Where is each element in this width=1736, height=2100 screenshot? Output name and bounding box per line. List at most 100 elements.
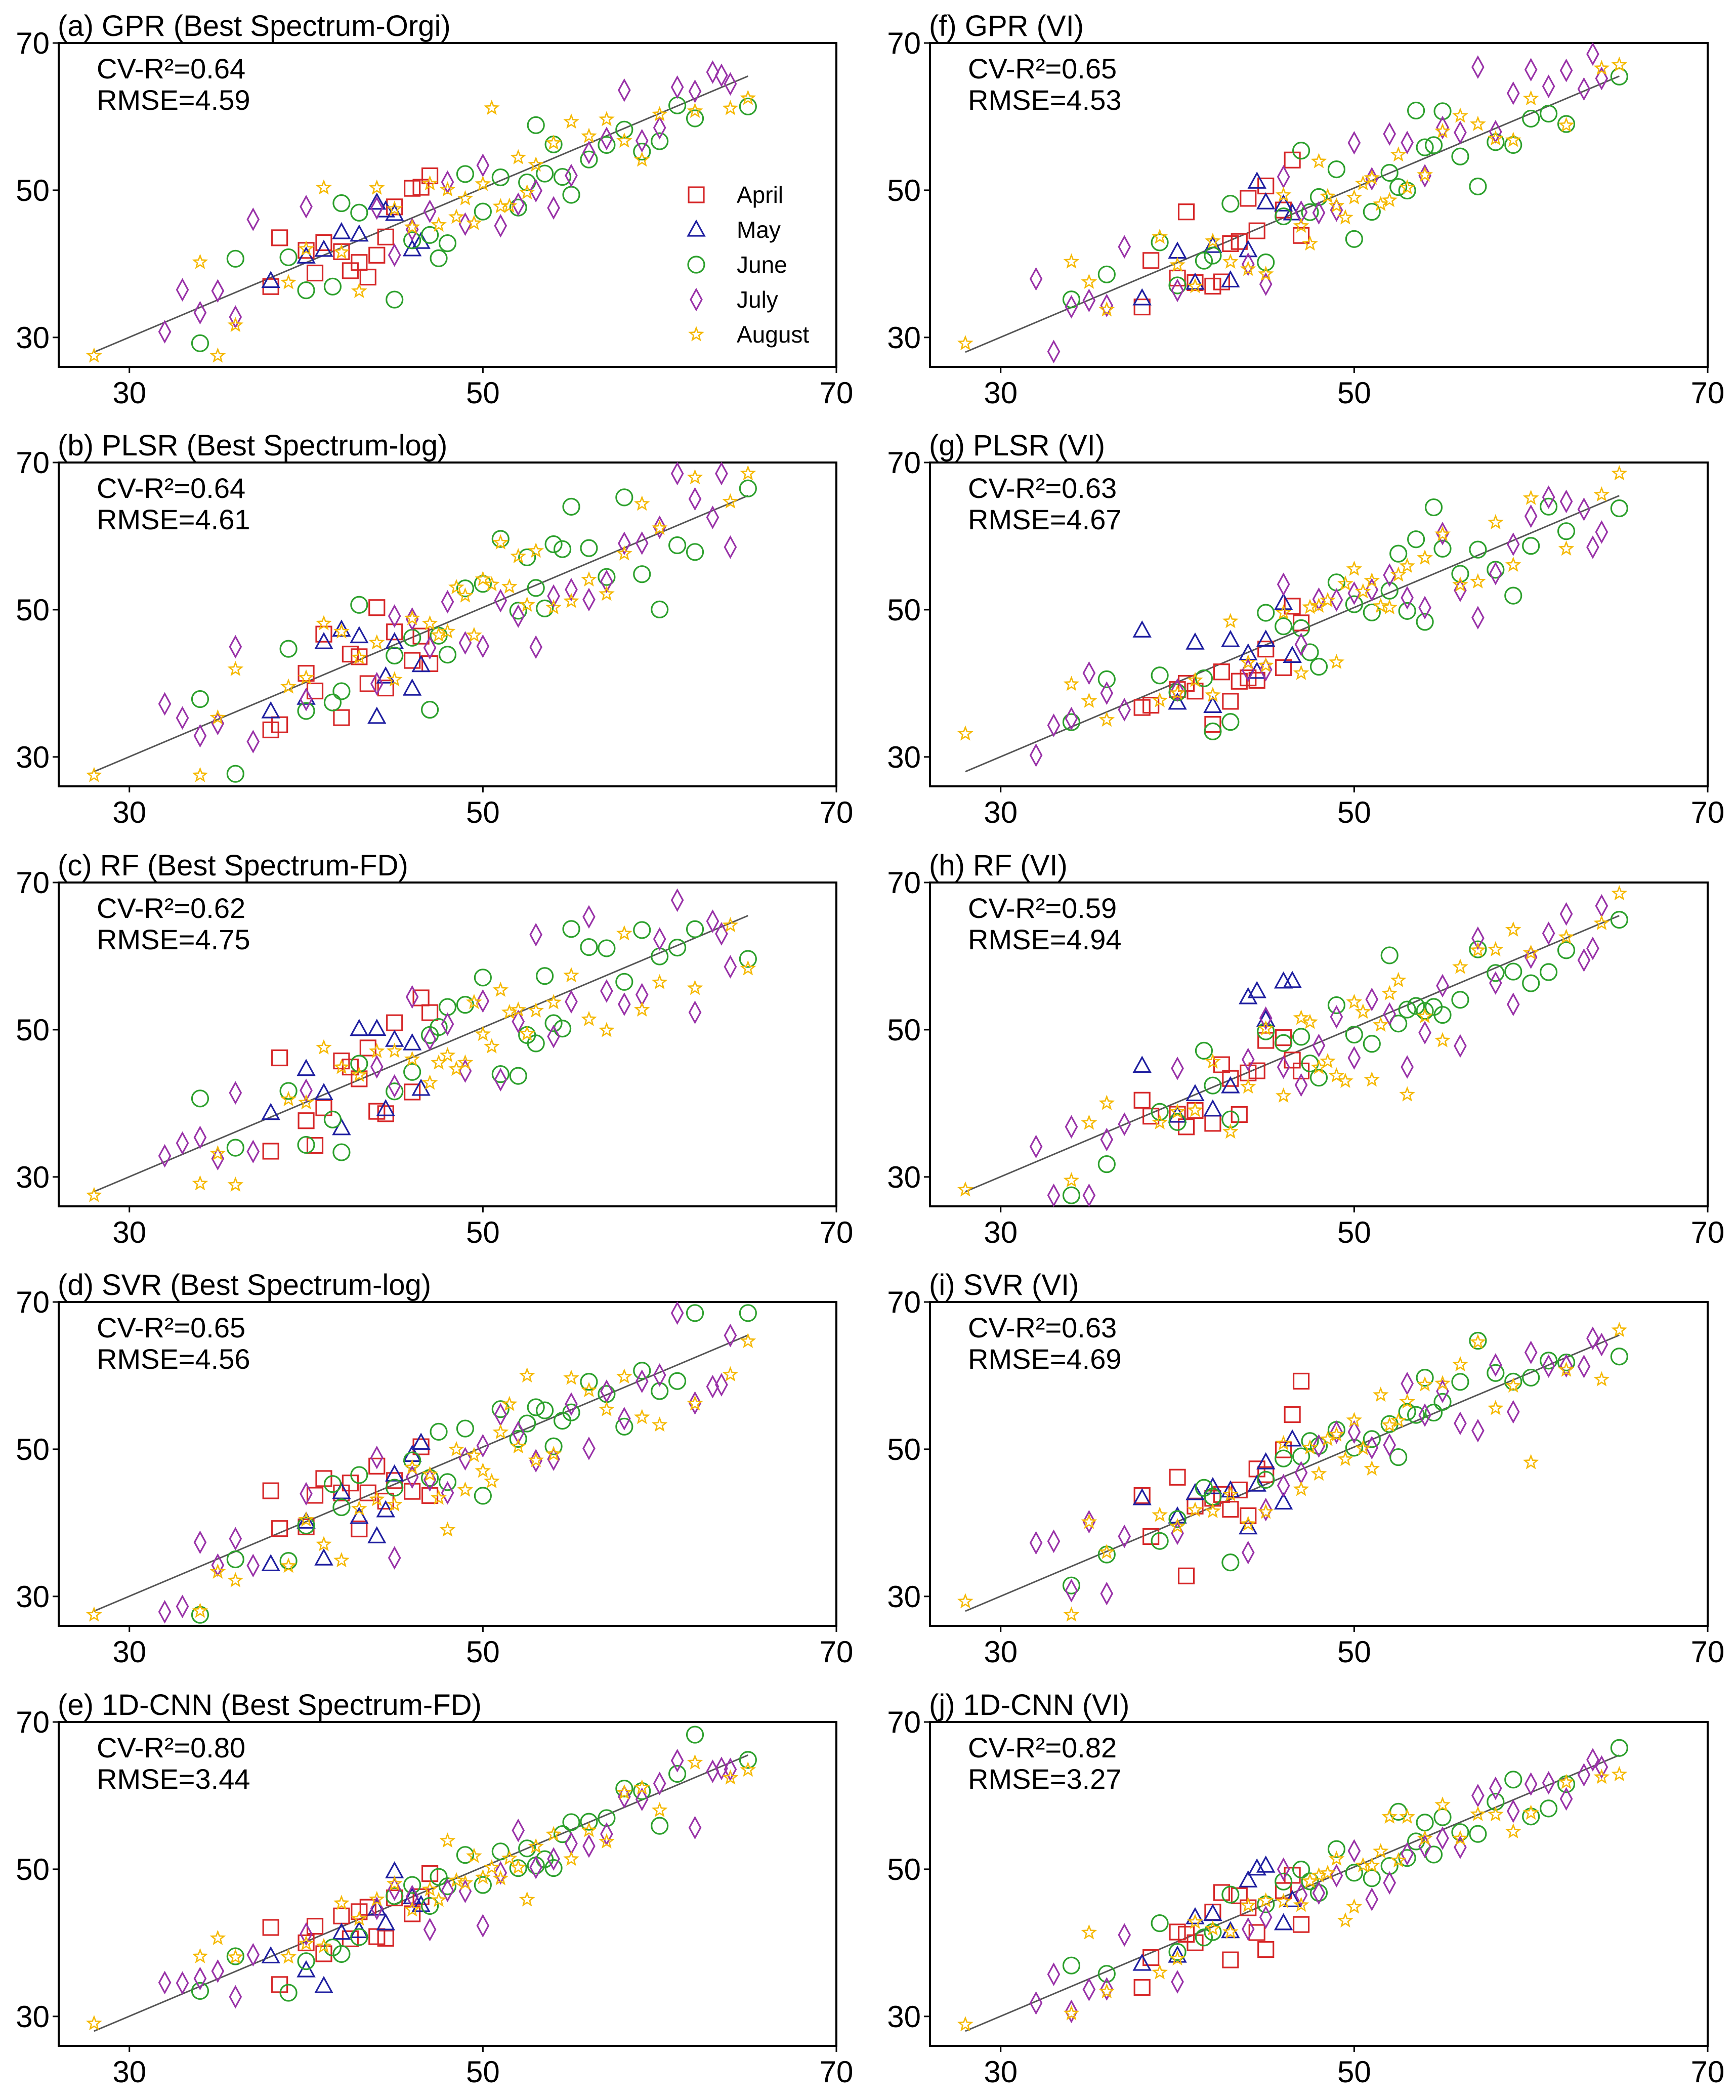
data-point-april [1187, 1497, 1204, 1515]
data-point-may [297, 687, 316, 705]
data-point-july [1401, 1842, 1414, 1866]
rmse-label: RMSE=4.67 [968, 503, 1122, 535]
data-point-august [404, 219, 420, 234]
data-point-july [512, 1818, 525, 1842]
cv-r2-label: CV-R²=0.65 [97, 1312, 245, 1343]
data-point-july [1277, 572, 1290, 597]
data-point-may [411, 1895, 431, 1912]
data-point-june [651, 600, 669, 618]
data-point-june [1062, 290, 1081, 309]
data-point-april [262, 721, 279, 739]
data-point-august [1611, 56, 1628, 72]
data-point-july [1577, 1355, 1591, 1378]
data-point-august [528, 156, 544, 172]
data-point-june [739, 479, 757, 497]
data-point-august [651, 1416, 668, 1432]
data-point-august [1328, 654, 1345, 669]
data-point-april [1213, 273, 1230, 290]
data-point-august [280, 1948, 297, 1964]
data-point-june [1380, 163, 1399, 182]
data-point-july [193, 724, 207, 748]
data-point-july [176, 1131, 189, 1155]
data-point-may [314, 239, 333, 257]
rmse-label: RMSE=3.27 [968, 1763, 1122, 1795]
data-point-july [582, 1834, 596, 1858]
scatter-panel-3: (c) RF (Best Spectrum-FD) 30 50 70 30 50 70 CV-… [16, 849, 853, 1249]
data-point-june [1097, 670, 1116, 689]
data-point-may [376, 1913, 395, 1930]
data-point-august [439, 623, 456, 639]
y-tick-label: 30 [887, 1160, 921, 1194]
data-point-july [193, 301, 207, 325]
data-point-july [529, 179, 542, 203]
data-point-august [1098, 301, 1115, 317]
data-point-august [404, 1459, 420, 1475]
data-point-june [651, 132, 669, 150]
data-point-august [457, 1874, 474, 1890]
data-point-june [1345, 595, 1363, 613]
data-point-may [1283, 646, 1302, 663]
data-point-august [1063, 1606, 1080, 1622]
data-point-april [1257, 1466, 1275, 1483]
data-point-june [1522, 1368, 1540, 1387]
data-point-june [553, 540, 572, 558]
data-point-april [1142, 1108, 1160, 1125]
data-point-june [474, 969, 492, 987]
data-point-june [562, 497, 580, 516]
data-point-april [1133, 699, 1151, 716]
y-tick-label: 50 [16, 174, 50, 207]
scatter-panel-7: (g) PLSR (VI) 30 50 70 30 50 70 CV-R²=0.63RMSE=… [887, 429, 1724, 829]
data-point-august [1470, 1333, 1486, 1349]
data-point-august [1081, 1114, 1097, 1130]
data-point-july [1065, 295, 1078, 319]
data-point-july [1559, 1354, 1573, 1378]
rmse-label: RMSE=4.61 [97, 503, 250, 535]
panel-title: (h) RF (VI) [929, 849, 1068, 882]
data-point-june [615, 973, 633, 991]
data-point-july [715, 922, 728, 946]
data-point-august [333, 1895, 350, 1910]
data-point-august [483, 99, 500, 115]
data-point-august [1328, 1426, 1345, 1442]
data-point-august [1205, 687, 1221, 702]
plot-frame [929, 881, 1709, 1207]
data-point-july [1365, 987, 1379, 1012]
data-point-august [1611, 885, 1628, 901]
data-point-august [722, 100, 739, 115]
data-point-august [1302, 235, 1318, 251]
data-point-april [1177, 203, 1195, 221]
data-point-august [280, 1557, 297, 1573]
data-point-june [386, 290, 404, 309]
data-point-april [315, 1470, 332, 1487]
data-point-august [616, 132, 632, 148]
data-point-august [1081, 1924, 1097, 1940]
data-point-june [1301, 203, 1319, 221]
data-point-june [323, 1110, 342, 1128]
data-point-august [1240, 654, 1256, 669]
data-point-july [1586, 936, 1599, 960]
data-point-august [298, 240, 314, 256]
data-point-may [1239, 1870, 1258, 1887]
data-point-july [547, 1024, 560, 1048]
data-point-june [1557, 522, 1576, 540]
x-tick-label: 30 [984, 795, 1018, 829]
data-point-june [1301, 643, 1319, 661]
data-point-august [209, 1563, 226, 1579]
data-point-august [386, 1496, 403, 1511]
data-point-june [1433, 1393, 1452, 1411]
data-point-august [1611, 465, 1628, 481]
data-point-july [458, 631, 472, 655]
data-point-april [1284, 1406, 1301, 1423]
data-point-june [1469, 177, 1487, 196]
data-point-august [957, 1593, 973, 1609]
data-point-august [280, 274, 297, 289]
data-point-july [1524, 58, 1538, 82]
data-point-august [1152, 1506, 1168, 1522]
data-point-july [441, 590, 454, 614]
data-point-may [367, 706, 387, 724]
data-point-july [1383, 1433, 1396, 1457]
data-point-june [1363, 603, 1381, 621]
data-point-april [1222, 235, 1239, 253]
data-point-june [633, 142, 651, 161]
data-point-may [367, 192, 387, 210]
